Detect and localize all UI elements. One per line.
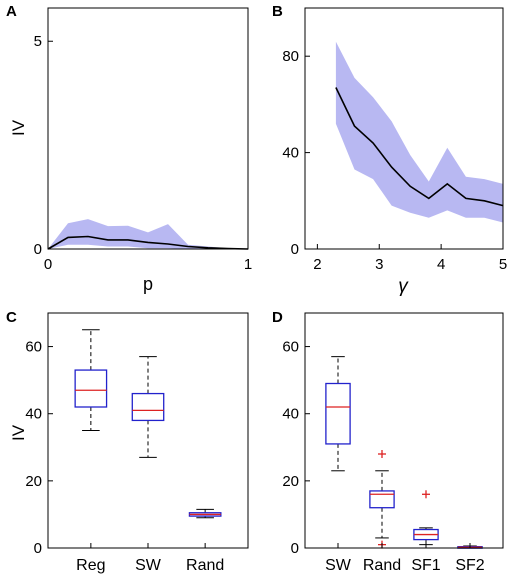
panel-label-a: A	[6, 3, 17, 20]
box-d	[325, 382, 351, 445]
series-line-a	[47, 235, 249, 250]
x-tick-label-a: 0	[44, 256, 52, 273]
category-label-d: SF2	[455, 557, 484, 574]
category-label-d: Rand	[363, 557, 401, 574]
confidence-band-a	[48, 219, 248, 249]
chart-a-xlabel: p	[143, 274, 153, 294]
panel-label-b: B	[272, 3, 283, 20]
y-tick-label-a: 5	[34, 33, 42, 50]
box-c	[131, 392, 165, 422]
chart-a: 0 5 0 1	[34, 7, 252, 273]
y-tick-label-a: 0	[34, 241, 42, 258]
y-tick-label-b: 0	[291, 241, 299, 258]
y-tick-label-b: 40	[282, 145, 299, 162]
chart-b: 0 40 80 2 3 4 5	[282, 7, 507, 273]
x-tick-label-b: 3	[375, 256, 383, 273]
outlier-marker-d	[378, 450, 386, 458]
y-tick-label-d: 0	[291, 540, 299, 557]
plot-frame-c	[47, 312, 249, 549]
y-tick-label-d: 60	[282, 339, 299, 356]
chart-c-ylabel: IV	[9, 424, 28, 441]
x-tick-label-b: 2	[313, 256, 321, 273]
series-line-b	[335, 87, 504, 207]
y-tick-label-b: 80	[282, 48, 299, 65]
confidence-band-b	[335, 41, 503, 223]
plot-frame-d	[304, 312, 504, 549]
chart-b-xlabel: γ	[398, 276, 409, 297]
box-d	[369, 490, 395, 509]
x-tick-label-a: 1	[244, 256, 252, 273]
outlier-marker-d	[422, 490, 430, 499]
y-tick-label-d: 20	[282, 473, 299, 490]
chart-d: SW Rand SF1 SF2 0 20 40 60	[282, 312, 504, 574]
category-label-c: SW	[135, 557, 162, 574]
y-tick-label-d: 40	[282, 406, 299, 423]
category-label-d: SF1	[411, 557, 440, 574]
y-tick-label-c: 60	[25, 339, 42, 356]
y-tick-label-c: 0	[34, 540, 42, 557]
chart-a-ylabel: IV	[9, 119, 28, 136]
y-tick-label-c: 40	[25, 406, 42, 423]
category-label-c: Reg	[76, 557, 105, 574]
category-label-c: Rand	[186, 557, 224, 574]
chart-c: Reg SW Rand 0 20 40 60	[25, 312, 249, 574]
panel-label-d: D	[272, 309, 283, 326]
plot-frame-b	[304, 7, 504, 250]
category-label-d: SW	[325, 557, 352, 574]
x-tick-label-b: 4	[437, 256, 445, 273]
y-tick-label-c: 20	[25, 473, 42, 490]
box-c	[74, 369, 108, 408]
x-tick-label-b: 5	[499, 256, 507, 273]
plot-frame-a	[47, 7, 249, 250]
panel-label-c: C	[6, 309, 17, 326]
